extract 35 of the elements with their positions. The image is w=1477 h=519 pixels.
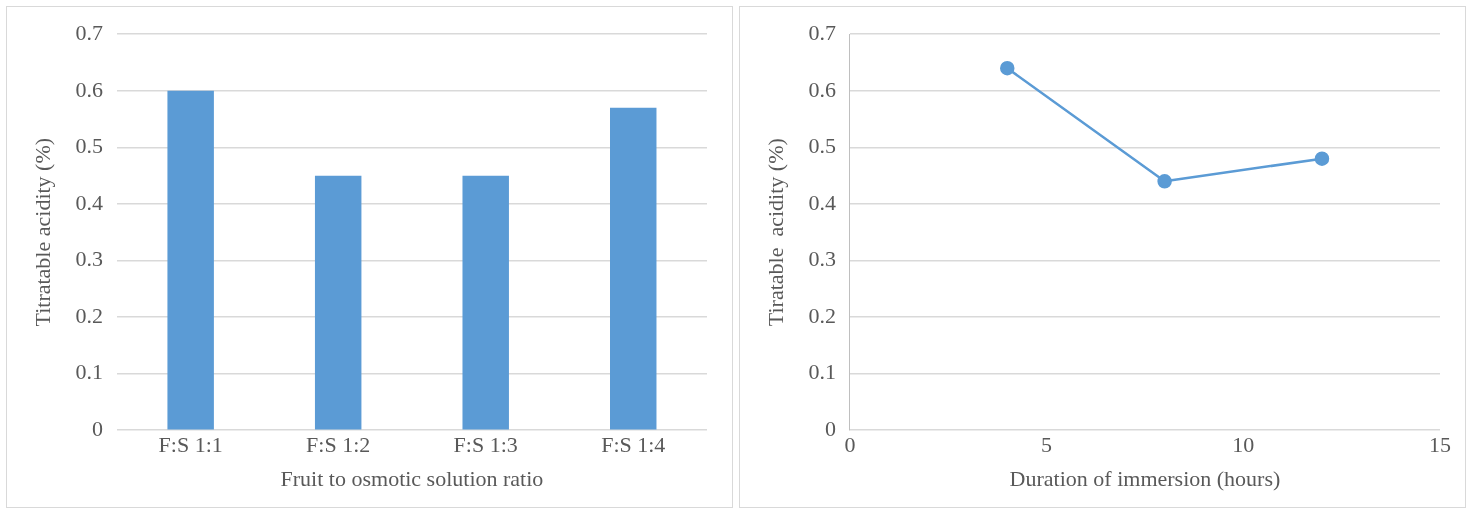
y-tick-label: 0	[91, 415, 103, 441]
bar	[314, 175, 362, 430]
x-tick-label: 10	[1232, 432, 1255, 458]
y-tick-label: 0.1	[808, 359, 836, 385]
y-tick-label: 0.5	[808, 133, 836, 159]
x-axis-title: Fruit to osmotic solution ratio	[280, 465, 544, 491]
x-tick-label: F:S 1:1	[158, 432, 223, 458]
bar	[462, 175, 509, 430]
y-axis-title: Titratable acidity (%)	[29, 137, 55, 327]
y-tick-label: 0.5	[75, 133, 103, 159]
x-tick-label: F:S 1:4	[601, 432, 666, 458]
y-tick-label: 0.6	[75, 76, 103, 102]
y-tick-label: 0.4	[75, 189, 103, 215]
y-tick-label: 0	[824, 415, 836, 441]
x-tick-label: 15	[1429, 432, 1451, 458]
x-tick-label: F:S 1:3	[453, 432, 518, 458]
bar	[167, 90, 214, 430]
y-tick-label: 0.4	[808, 189, 836, 215]
x-tick-label: 0	[844, 432, 856, 458]
y-tick-label: 0.6	[808, 76, 836, 102]
x-tick-label: 5	[1041, 432, 1053, 458]
y-tick-label: 0.3	[808, 246, 836, 272]
point	[1000, 60, 1015, 76]
y-tick-label: 0.3	[75, 246, 103, 272]
x-tick-label: F:S 1:2	[306, 432, 371, 458]
point	[1314, 151, 1330, 166]
bar	[610, 107, 657, 430]
y-tick-label: 0.1	[75, 359, 103, 385]
point	[1157, 174, 1172, 189]
y-tick-label: 0.7	[808, 19, 836, 45]
y-tick-label: 0.2	[808, 302, 836, 328]
y-axis-title: Tiratable acidity (%)	[762, 138, 788, 327]
y-tick-label: 0.2	[75, 302, 103, 328]
x-axis-title: Duration of immersion (hours)	[1009, 465, 1281, 491]
y-tick-label: 0.7	[75, 19, 103, 45]
